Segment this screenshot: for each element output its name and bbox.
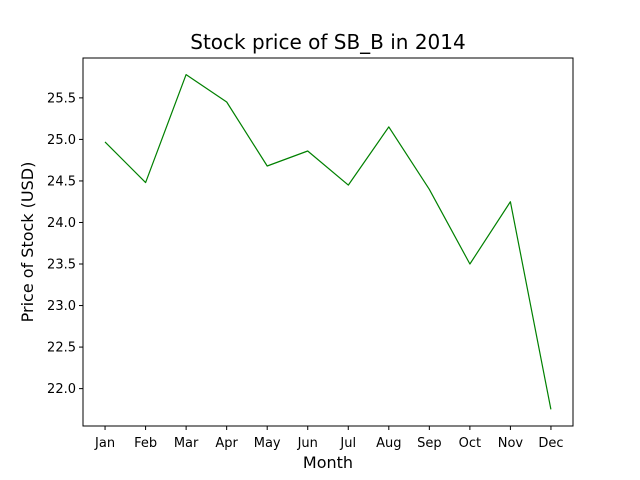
x-tick-label: May — [254, 436, 281, 451]
x-tick-label: Aug — [376, 436, 401, 451]
x-tick-label: Dec — [538, 436, 563, 451]
y-tick-label: 22.0 — [47, 382, 76, 397]
series-line — [104, 73, 552, 410]
y-axis: 22.0 22.5 23.0 23.5 24.0 24.5 25.0 25.5 — [47, 91, 83, 397]
y-tick-label: 22.5 — [47, 341, 76, 356]
chart-title: Stock price of SB_B in 2014 — [190, 30, 465, 54]
x-axis: Jan Feb Mar Apr May Jun Jul Aug Sep Oct Nov Dec — [94, 426, 564, 451]
x-tick-label: Sep — [417, 436, 442, 451]
y-tick-label: 25.5 — [47, 91, 76, 106]
x-tick-label: Oct — [459, 436, 481, 451]
x-tick-label: Mar — [174, 436, 199, 451]
series-group — [104, 73, 552, 410]
x-tick-label: Apr — [215, 436, 238, 451]
y-tick-label: 25.0 — [47, 133, 76, 148]
plot-area — [82, 57, 574, 427]
y-tick-label: 24.0 — [47, 216, 76, 231]
x-tick-label: Feb — [134, 436, 157, 451]
y-tick-label: 23.0 — [47, 299, 76, 314]
y-tick-label: 24.5 — [47, 174, 76, 189]
x-axis-label: Month — [303, 453, 353, 472]
x-tick-label: Jun — [297, 436, 318, 451]
x-tick-label: Jul — [339, 436, 356, 451]
y-axis-label: Price of Stock (USD) — [18, 162, 37, 323]
x-tick-label: Jan — [94, 436, 115, 451]
x-tick-label: Nov — [498, 436, 524, 451]
y-tick-label: 23.5 — [47, 258, 76, 273]
